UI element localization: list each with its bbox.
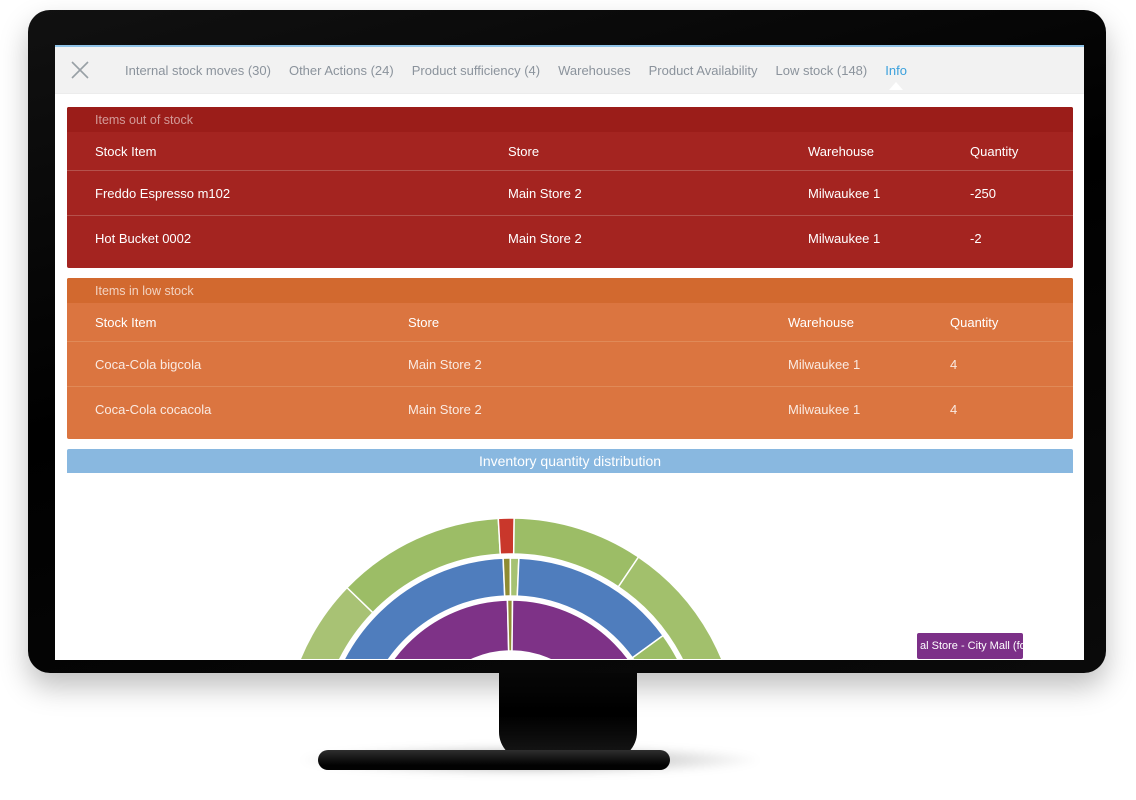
tab-internal-stock-moves[interactable]: Internal stock moves (30) [125,62,271,78]
active-tab-caret-icon [889,81,904,90]
tab-other-actions[interactable]: Other Actions (24) [288,62,394,78]
tab-info-label: Info [885,62,907,78]
tab-bar: Internal stock moves (30) Other Actions … [125,62,907,90]
low-stock-panel-title: Items in low stock [67,278,1073,303]
close-icon[interactable] [67,57,93,83]
panel-bottom-padding [67,431,1073,439]
column-header-warehouse: Warehouse [788,314,854,330]
chart-area: al Store - City Mall (for [67,473,1073,660]
monitor-stand-neck [499,660,637,760]
cell-warehouse: Milwaukee 1 [788,401,861,417]
tab-product-availability[interactable]: Product Availability [648,62,758,78]
cell-stock-item: Coca-Cola bigcola [95,356,202,372]
cell-store: Main Store 2 [508,230,582,246]
monitor-bezel: Internal stock moves (30) Other Actions … [28,10,1106,673]
table-row[interactable]: Coca-Cola cocacola Main Store 2 Milwauke… [67,386,1073,431]
table-row[interactable]: Coca-Cola bigcola Main Store 2 Milwaukee… [67,341,1073,386]
cell-stock-item: Freddo Espresso m102 [95,185,231,201]
tab-low-stock[interactable]: Low stock (148) [775,62,868,78]
low-stock-table-header: Stock Item Store Warehouse Quantity [67,303,1073,341]
cell-warehouse: Milwaukee 1 [788,356,861,372]
panel-bottom-padding [67,260,1073,268]
sunburst-chart[interactable] [67,473,1073,659]
chart-tooltip: al Store - City Mall (for [917,633,1023,659]
cell-warehouse: Milwaukee 1 [808,230,881,246]
tab-warehouses[interactable]: Warehouses [558,62,631,78]
column-header-store: Store [408,314,440,330]
column-header-stock-item: Stock Item [95,143,157,159]
column-header-stock-item: Stock Item [95,314,157,330]
column-header-quantity: Quantity [950,314,999,330]
column-header-warehouse: Warehouse [808,143,874,159]
cell-warehouse: Milwaukee 1 [808,185,881,201]
cell-store: Main Store 2 [408,356,482,372]
cell-quantity: 4 [950,356,958,372]
cell-stock-item: Coca-Cola cocacola [95,401,212,417]
table-row[interactable]: Freddo Espresso m102 Main Store 2 Milwau… [67,170,1073,215]
column-header-quantity: Quantity [970,143,1019,159]
tab-product-sufficiency[interactable]: Product sufficiency (4) [411,62,541,78]
column-header-store: Store [508,143,540,159]
out-of-stock-panel-title: Items out of stock [67,107,1073,132]
cell-stock-item: Hot Bucket 0002 [95,230,192,246]
out-of-stock-table-header: Stock Item Store Warehouse Quantity [67,132,1073,170]
monitor-stand-base [318,750,670,770]
out-of-stock-panel: Items out of stock Stock Item Store Ware… [67,107,1073,268]
cell-quantity: 4 [950,401,958,417]
screen: Internal stock moves (30) Other Actions … [55,45,1084,660]
chart-header: Inventory quantity distribution [67,449,1073,473]
cell-quantity: -2 [970,230,982,246]
tab-info[interactable]: Info [885,62,907,90]
low-stock-panel: Items in low stock Stock Item Store Ware… [67,278,1073,439]
cell-store: Main Store 2 [408,401,482,417]
table-row[interactable]: Hot Bucket 0002 Main Store 2 Milwaukee 1… [67,215,1073,260]
top-navbar: Internal stock moves (30) Other Actions … [55,47,1084,94]
cell-store: Main Store 2 [508,185,582,201]
cell-quantity: -250 [970,185,997,201]
